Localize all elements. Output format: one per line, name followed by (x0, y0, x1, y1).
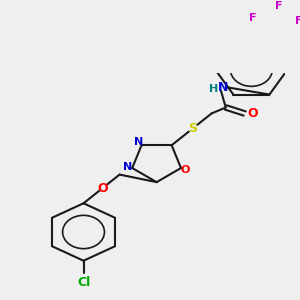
Text: F: F (275, 1, 283, 11)
Text: N: N (123, 161, 132, 172)
Text: O: O (180, 165, 190, 175)
Text: Cl: Cl (77, 276, 90, 289)
Text: N: N (134, 137, 143, 147)
Text: S: S (188, 122, 197, 135)
Text: F: F (295, 16, 300, 26)
Text: N: N (218, 81, 228, 94)
Text: F: F (249, 13, 256, 22)
Text: O: O (97, 182, 108, 195)
Text: H: H (209, 84, 218, 94)
Text: O: O (247, 107, 258, 120)
